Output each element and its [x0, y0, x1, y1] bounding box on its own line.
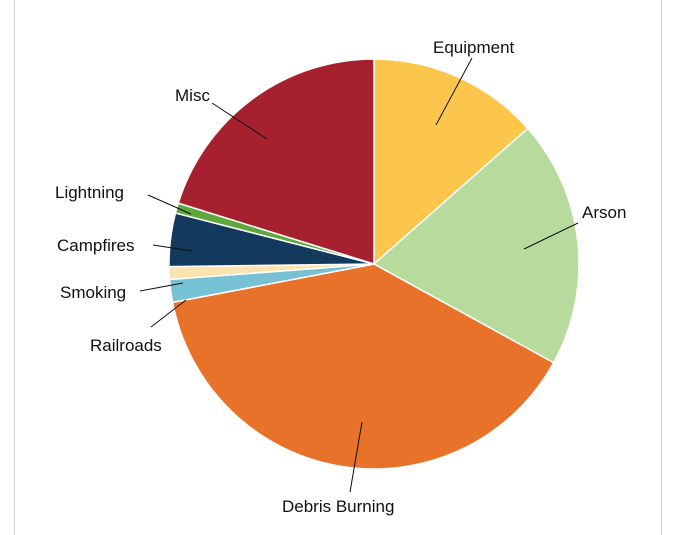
leader-line-equipment — [435, 57, 473, 126]
leader-line-lightning — [147, 194, 192, 215]
pie-slices — [168, 58, 580, 470]
leader-line-campfires — [152, 244, 193, 252]
label-misc: Misc — [175, 86, 210, 105]
leader-line-debris-burning — [349, 421, 363, 493]
pie-slice-arson — [372, 127, 580, 364]
label-railroads: Railroads — [90, 336, 162, 355]
leader-line-smoking — [139, 282, 184, 292]
label-campfires: Campfires — [57, 236, 134, 255]
slice-labels: Equipment Arson Debris Burning Railroads… — [55, 38, 626, 516]
leader-line-arson — [523, 222, 579, 250]
pie-slice-equipment — [373, 58, 529, 266]
pie-slice-debris-burning — [171, 263, 555, 470]
label-lightning: Lightning — [55, 183, 124, 202]
label-smoking: Smoking — [60, 283, 126, 302]
leader-line-misc — [211, 102, 268, 140]
leader-line-railroads — [150, 299, 187, 328]
label-equipment: Equipment — [433, 38, 515, 57]
pie-slice-misc — [177, 58, 375, 266]
label-arson: Arson — [582, 203, 626, 222]
label-debris-burning: Debris Burning — [282, 497, 394, 516]
leader-lines — [139, 57, 579, 493]
